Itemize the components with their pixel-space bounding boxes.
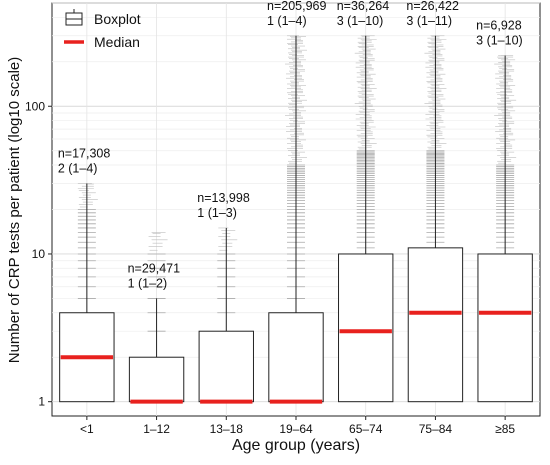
x-tick-label: 13–18 xyxy=(210,422,244,436)
x-tick-label: 65–74 xyxy=(349,422,383,436)
y-tick-label: 100 xyxy=(25,99,45,113)
x-tick-label: ≥85 xyxy=(495,422,515,436)
group-n-label: n=6,928 xyxy=(476,19,522,33)
group-n-label: n=36,264 xyxy=(337,0,390,13)
group-summary-label: 1 (1–2) xyxy=(128,276,168,290)
legend: Boxplot Median xyxy=(64,9,141,50)
group-n-label: n=26,422 xyxy=(406,0,459,13)
x-axis-title: Age group (years) xyxy=(232,437,360,454)
x-tick-label: 1–12 xyxy=(143,422,170,436)
legend-label-boxplot: Boxplot xyxy=(94,11,141,27)
group-summary-label: 2 (1–4) xyxy=(58,161,98,175)
y-tick-label: 10 xyxy=(32,247,46,261)
group-n-label: n=205,969 xyxy=(267,0,326,13)
box-iqr xyxy=(268,312,324,403)
box-iqr xyxy=(128,356,185,403)
group-summary-label: 3 (1–10) xyxy=(476,34,523,48)
y-axis: 1 10 100 xyxy=(25,99,52,409)
y-tick-label: 1 xyxy=(38,395,45,409)
box-iqr xyxy=(338,253,394,403)
y-axis-title: Number of CRP tests per patient (log10 s… xyxy=(6,57,23,364)
box-iqr xyxy=(477,253,533,403)
group-summary-label: 3 (1–10) xyxy=(337,14,384,28)
x-tick-label: 75–84 xyxy=(419,422,453,436)
box-iqr xyxy=(407,247,464,403)
x-tick-label: 19–64 xyxy=(279,422,313,436)
group-summary-label: 1 (1–3) xyxy=(197,206,237,220)
group-summary-label: 1 (1–4) xyxy=(267,14,307,28)
group-summary-label: 3 (1–11) xyxy=(406,14,452,28)
group-n-label: n=17,308 xyxy=(58,146,111,160)
boxes-layer xyxy=(59,35,533,404)
legend-label-median: Median xyxy=(94,34,140,50)
group-n-label: n=13,998 xyxy=(197,191,250,205)
group-n-label: n=29,471 xyxy=(128,261,181,275)
x-axis: <1 1–12 13–18 19–64 65–74 75–84 ≥85 xyxy=(80,416,515,436)
box-iqr xyxy=(198,330,254,403)
x-tick-label: <1 xyxy=(80,422,94,436)
